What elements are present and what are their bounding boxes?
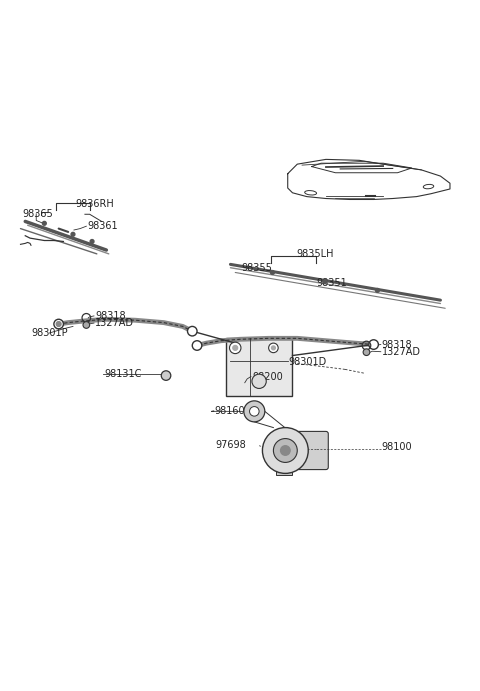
Text: 98351: 98351 <box>316 278 347 287</box>
Circle shape <box>250 406 259 416</box>
Text: 98131C: 98131C <box>104 369 142 379</box>
Circle shape <box>90 240 94 243</box>
Circle shape <box>363 349 370 356</box>
Circle shape <box>83 321 90 328</box>
Circle shape <box>272 346 276 350</box>
Text: 1327AD: 1327AD <box>95 318 134 328</box>
Circle shape <box>323 280 327 283</box>
Circle shape <box>375 288 379 292</box>
FancyBboxPatch shape <box>290 431 328 470</box>
Circle shape <box>229 342 241 354</box>
Text: 98365: 98365 <box>23 209 54 219</box>
Text: 9836RH: 9836RH <box>75 199 114 209</box>
FancyBboxPatch shape <box>276 466 292 475</box>
Circle shape <box>42 221 46 225</box>
Text: 98361: 98361 <box>87 221 118 231</box>
Text: 98318: 98318 <box>382 339 412 350</box>
Circle shape <box>274 439 297 462</box>
Circle shape <box>161 371 171 380</box>
Text: 98318: 98318 <box>95 311 126 321</box>
Circle shape <box>192 341 202 350</box>
Text: 98160C: 98160C <box>215 406 252 416</box>
Text: 1327AD: 1327AD <box>382 347 421 357</box>
Circle shape <box>188 326 197 336</box>
Text: 98301D: 98301D <box>288 357 327 367</box>
Text: 98100: 98100 <box>382 442 412 452</box>
Text: 98200: 98200 <box>252 372 283 381</box>
Circle shape <box>244 401 265 422</box>
Circle shape <box>369 340 378 350</box>
Circle shape <box>233 346 238 350</box>
Text: 97698: 97698 <box>215 439 246 450</box>
Circle shape <box>263 428 308 473</box>
FancyBboxPatch shape <box>226 339 292 396</box>
Circle shape <box>281 446 290 455</box>
Text: 9835LH: 9835LH <box>296 249 334 259</box>
Circle shape <box>252 374 266 388</box>
Circle shape <box>54 319 63 329</box>
Circle shape <box>71 232 75 236</box>
Text: 98301P: 98301P <box>31 328 68 338</box>
Circle shape <box>56 321 61 326</box>
Text: 98355: 98355 <box>241 263 272 273</box>
Circle shape <box>271 271 275 274</box>
Circle shape <box>269 343 278 352</box>
